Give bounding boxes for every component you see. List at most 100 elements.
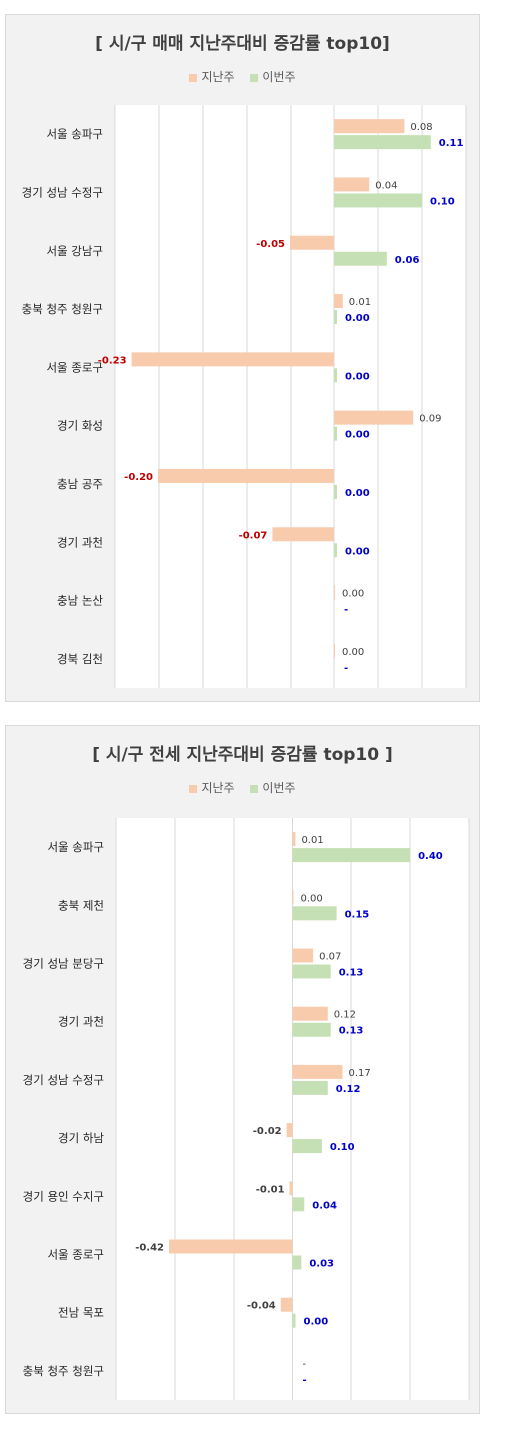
data-label-curr-week: 0.00 — [345, 371, 370, 382]
bar-curr-week — [292, 1313, 296, 1328]
category-label: 경북 김천 — [57, 652, 103, 666]
legend-swatch-prev — [189, 73, 198, 82]
bar-prev-week — [334, 119, 405, 134]
bar-prev-week — [131, 352, 334, 367]
data-label-prev-week: -0.01 — [256, 1184, 285, 1195]
chart-title: [ 시/구 매매 지난주대비 증감률 top10] — [95, 34, 390, 54]
bar-curr-week — [292, 1139, 322, 1154]
bar-curr-week — [292, 1080, 328, 1095]
bar-curr-week — [334, 426, 337, 441]
data-label-prev-week: -0.04 — [247, 1301, 276, 1312]
data-label-prev-week: 0.12 — [334, 1010, 356, 1021]
bar-curr-week — [334, 484, 337, 499]
data-label-prev-week: -0.20 — [124, 472, 153, 483]
bar-curr-week — [334, 251, 387, 266]
legend-label-prev: 지난주 — [201, 70, 235, 84]
bar-prev-week — [334, 643, 335, 658]
data-label-prev-week: 0.08 — [410, 122, 432, 133]
category-label: 경기 화성 — [57, 419, 103, 433]
data-label-curr-week: 0.00 — [345, 313, 370, 324]
bar-curr-week — [334, 368, 337, 383]
category-label: 경기 성남 분당구 — [23, 957, 104, 971]
legend-swatch-curr — [250, 784, 259, 793]
data-label-curr-week: 0.04 — [312, 1200, 337, 1211]
legend-label-prev: 지난주 — [201, 781, 235, 795]
data-label-curr-week: 0.00 — [345, 546, 370, 557]
data-label-curr-week: 0.00 — [345, 488, 370, 499]
data-label-curr-week: 0.13 — [339, 1026, 364, 1037]
legend-swatch-prev — [189, 784, 198, 793]
data-label-curr-week: 0.40 — [418, 851, 443, 862]
category-label: 충북 제천 — [58, 898, 104, 912]
data-label-curr-week: 0.03 — [309, 1259, 334, 1270]
category-label: 서울 송파구 — [47, 840, 104, 854]
bar-curr-week — [292, 1197, 305, 1212]
category-label: 전남 목포 — [58, 1306, 104, 1320]
data-label-prev-week: 0.01 — [349, 297, 371, 308]
bar-curr-week — [292, 1255, 302, 1270]
legend-label-curr: 이번주 — [262, 70, 296, 84]
data-label-curr-week: 0.06 — [395, 255, 420, 266]
bar-prev-week — [272, 527, 334, 542]
data-label-curr-week: 0.11 — [439, 138, 464, 149]
data-label-prev-week: 0.17 — [348, 1068, 370, 1079]
bar-curr-week — [292, 848, 411, 863]
bar-prev-week — [292, 1006, 328, 1021]
legend-item-prev: 지난주 — [189, 68, 235, 85]
legend-label-curr: 이번주 — [262, 781, 296, 795]
bar-prev-week — [334, 410, 414, 425]
data-label-prev-week: -0.23 — [98, 355, 127, 366]
data-label-curr-week: 0.00 — [345, 430, 370, 441]
data-label-prev-week: -0.05 — [256, 239, 285, 250]
data-label-prev-week: 0.07 — [319, 952, 341, 963]
bar-curr-week — [334, 543, 337, 558]
bar-curr-week — [334, 310, 337, 325]
bar-prev-week — [292, 832, 296, 847]
bar-prev-week — [286, 1123, 293, 1138]
data-label-prev-week: -0.07 — [239, 530, 268, 541]
sale-chart-panel: [ 시/구 매매 지난주대비 증감률 top10] 지난주 이번주 서울 송파구… — [5, 14, 480, 702]
data-label-curr-week: 0.00 — [304, 1317, 329, 1328]
bar-prev-week — [292, 948, 314, 963]
legend-swatch-curr — [250, 73, 259, 82]
bar-curr-week — [292, 964, 331, 979]
category-label: 서울 송파구 — [46, 127, 103, 141]
data-label-prev-week: -0.42 — [135, 1243, 164, 1254]
chart-legend: 지난주 이번주 — [6, 68, 479, 85]
bar-prev-week — [158, 468, 334, 483]
data-label-prev-week: 0.00 — [342, 589, 364, 600]
data-label-curr-week: 0.10 — [430, 196, 455, 207]
category-label: 경기 과천 — [58, 1015, 104, 1029]
bar-curr-week — [334, 135, 431, 150]
bar-prev-week — [280, 1297, 293, 1312]
data-label-prev-week: 0.00 — [301, 893, 323, 904]
data-label-prev-week: - — [303, 1359, 307, 1370]
bar-prev-week — [289, 1181, 293, 1196]
chart-title: [ 시/구 전세 지난주대비 증감률 top10 ] — [92, 745, 393, 765]
category-label: 경기 하남 — [58, 1131, 104, 1145]
bar-prev-week — [292, 890, 294, 905]
data-label-curr-week: - — [344, 663, 348, 674]
legend-item-curr: 이번주 — [250, 779, 296, 796]
bar-curr-week — [292, 1022, 331, 1037]
chart-legend: 지난주 이번주 — [6, 779, 479, 796]
category-label: 충남 공주 — [57, 477, 103, 491]
legend-item-prev: 지난주 — [189, 779, 235, 796]
category-label: 서울 강남구 — [46, 244, 103, 258]
bar-prev-week — [334, 585, 335, 600]
bar-prev-week — [169, 1239, 293, 1254]
category-label: 경기 과천 — [57, 535, 103, 549]
data-label-prev-week: 0.00 — [342, 647, 364, 658]
data-label-curr-week: - — [303, 1375, 307, 1386]
category-label: 경기 성남 수정구 — [23, 1073, 104, 1087]
jeonse-bar-chart: 서울 송파구 0.01 0.40 충북 제천 0.00 0.15 경기 성남 분당구 0.07… — [23, 818, 470, 1400]
jeonse-chart-panel: [ 시/구 전세 지난주대비 증감률 top10 ] 지난주 이번주 서울 송파… — [5, 725, 480, 1414]
data-label-curr-week: 0.13 — [339, 968, 364, 979]
bar-prev-week — [334, 177, 370, 192]
data-label-curr-week: 0.12 — [336, 1084, 361, 1095]
category-label: 충북 청주 청원구 — [23, 1364, 104, 1378]
category-label: 충북 청주 청원구 — [22, 302, 103, 316]
data-label-curr-week: 0.10 — [330, 1142, 355, 1153]
bar-prev-week — [290, 235, 334, 250]
